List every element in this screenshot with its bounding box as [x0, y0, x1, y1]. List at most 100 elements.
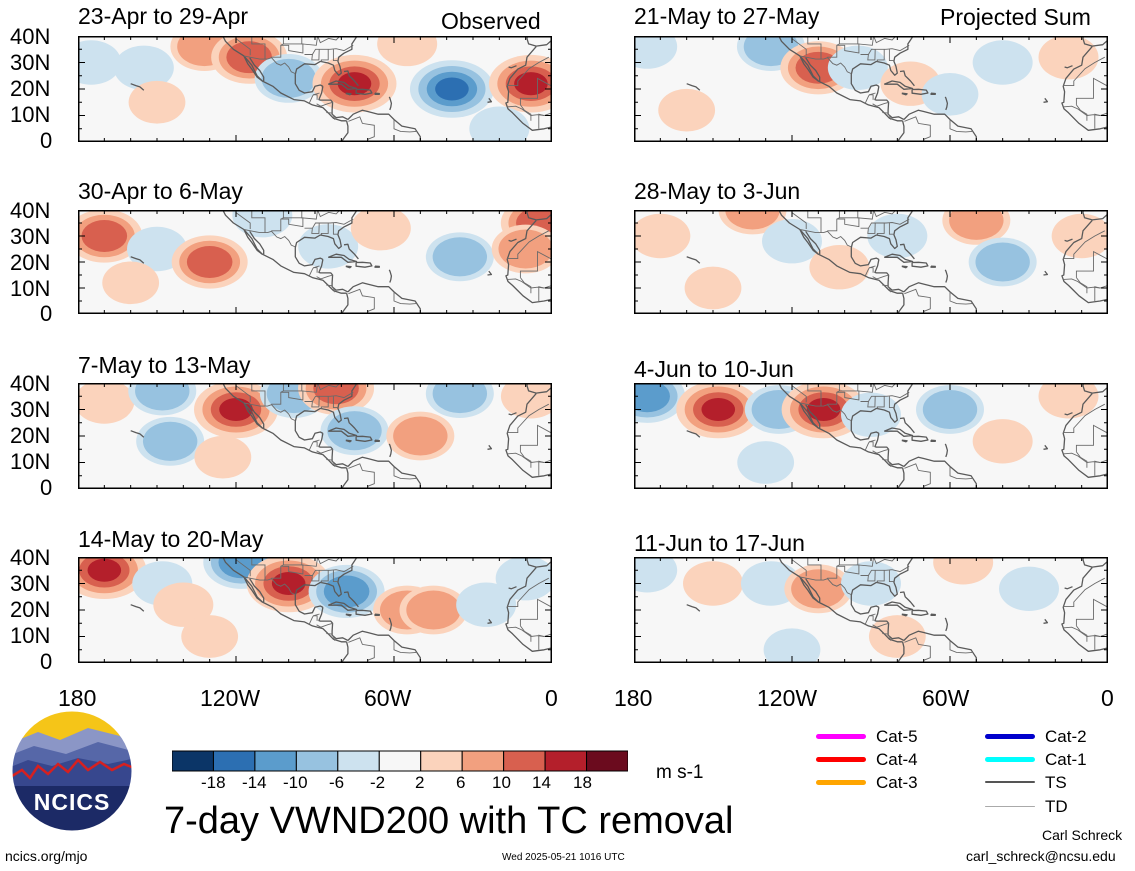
border-line: [520, 104, 532, 121]
tc-legend-label: Cat-1: [1045, 750, 1087, 769]
coastline: [805, 404, 821, 428]
coastline: [130, 430, 145, 438]
anomaly-contour: [181, 615, 239, 658]
coastline: [327, 601, 358, 611]
border-line: [807, 557, 822, 581]
border-line: [1063, 230, 1106, 260]
colorbar-tick: -10: [283, 773, 308, 792]
border-line: [867, 570, 876, 582]
coastline: [487, 97, 493, 103]
anomaly-contour: [495, 557, 552, 601]
coastline: [249, 57, 265, 81]
border-line: [872, 274, 890, 280]
ncics-logo: NCICS: [11, 710, 133, 832]
border-line: [538, 634, 545, 650]
border-line: [348, 463, 375, 487]
tc-legend-label: Cat-4: [876, 750, 918, 769]
colorbar-tick: 14: [532, 773, 551, 792]
colorbar-tick: 18: [573, 773, 592, 792]
border-line: [807, 383, 822, 407]
tc-legend-label: Cat-2: [1045, 727, 1087, 746]
border-line: [799, 576, 852, 596]
coastline: [686, 604, 701, 612]
anomaly-contour: [1038, 36, 1099, 80]
anomaly-contour: [972, 40, 1033, 85]
coastline: [526, 557, 552, 568]
border-line: [1076, 104, 1088, 121]
coastline: [343, 243, 359, 260]
coastline: [505, 219, 552, 304]
anomaly-contour: [81, 220, 128, 252]
colorbar-tick: 2: [415, 773, 425, 792]
x-tick-0-left: 0: [545, 685, 558, 711]
panel-label-left-1: 23-Apr to 29-Apr: [78, 3, 249, 29]
coastline: [294, 36, 358, 94]
coastline: [805, 230, 821, 255]
border-line: [888, 49, 894, 62]
anomaly-contour: [921, 72, 979, 116]
anomaly-contour: [1051, 213, 1108, 259]
border-line: [520, 451, 532, 468]
coastline: [901, 92, 908, 96]
coastline: [508, 65, 517, 69]
coastline: [374, 613, 380, 616]
border-line: [519, 77, 552, 105]
coastline: [883, 601, 914, 611]
coastline: [327, 427, 358, 437]
colorbar: [172, 750, 628, 772]
border-line: [280, 43, 304, 54]
anomaly-contour: [683, 561, 743, 606]
border-line: [860, 44, 910, 55]
coastline: [944, 96, 949, 111]
coastline: [911, 435, 929, 442]
border-line: [872, 448, 890, 454]
anomaly-contour: [271, 571, 306, 596]
border-line: [326, 112, 336, 120]
anomaly-contour: [999, 566, 1059, 611]
border-line: [904, 637, 931, 661]
border-line: [280, 390, 304, 401]
coastline: [347, 630, 421, 663]
border-line: [316, 622, 334, 628]
border-line: [888, 396, 894, 409]
coastline: [388, 617, 393, 632]
anomaly-contour: [406, 590, 461, 630]
map-panel-right-2: [634, 210, 1108, 314]
coastline: [1043, 444, 1049, 450]
anomaly-contour: [841, 392, 901, 437]
colorbar-swatch: [337, 750, 380, 772]
coastline: [355, 261, 373, 268]
tc-legend-line: [816, 733, 866, 739]
colorbar-unit: m s-1: [656, 762, 704, 783]
tc-legend-line: [816, 779, 866, 785]
x-tick-180-left: 180: [58, 685, 97, 711]
border-line: [949, 291, 973, 305]
coastline: [249, 404, 265, 428]
border-line: [1076, 277, 1088, 294]
border-line: [860, 391, 910, 402]
border-line: [821, 557, 840, 579]
y-tick-0: 0: [40, 475, 53, 500]
colorbar-swatch: [378, 750, 422, 772]
border-line: [317, 557, 341, 565]
coastline: [508, 412, 517, 416]
coastline: [355, 435, 373, 442]
y-tick-10n: 10N: [10, 449, 51, 474]
coastline: [1082, 383, 1108, 394]
colorbar-swatch: [254, 750, 297, 772]
border-line: [867, 396, 876, 408]
coastline: [374, 439, 380, 442]
coastline: [487, 270, 493, 276]
tc-legend-line: [985, 781, 1035, 783]
coastline: [778, 383, 903, 469]
anomaly-contour: [1038, 383, 1099, 419]
anomaly-contour: [350, 210, 411, 251]
coastline: [903, 109, 977, 142]
border-line: [1076, 451, 1088, 468]
y-tick-30n: 30N: [10, 571, 51, 596]
x-tick-60w-right: 60W: [922, 685, 970, 711]
coastline: [355, 88, 373, 95]
border-line: [860, 565, 910, 576]
border-line: [873, 383, 897, 391]
border-line: [1075, 250, 1108, 278]
